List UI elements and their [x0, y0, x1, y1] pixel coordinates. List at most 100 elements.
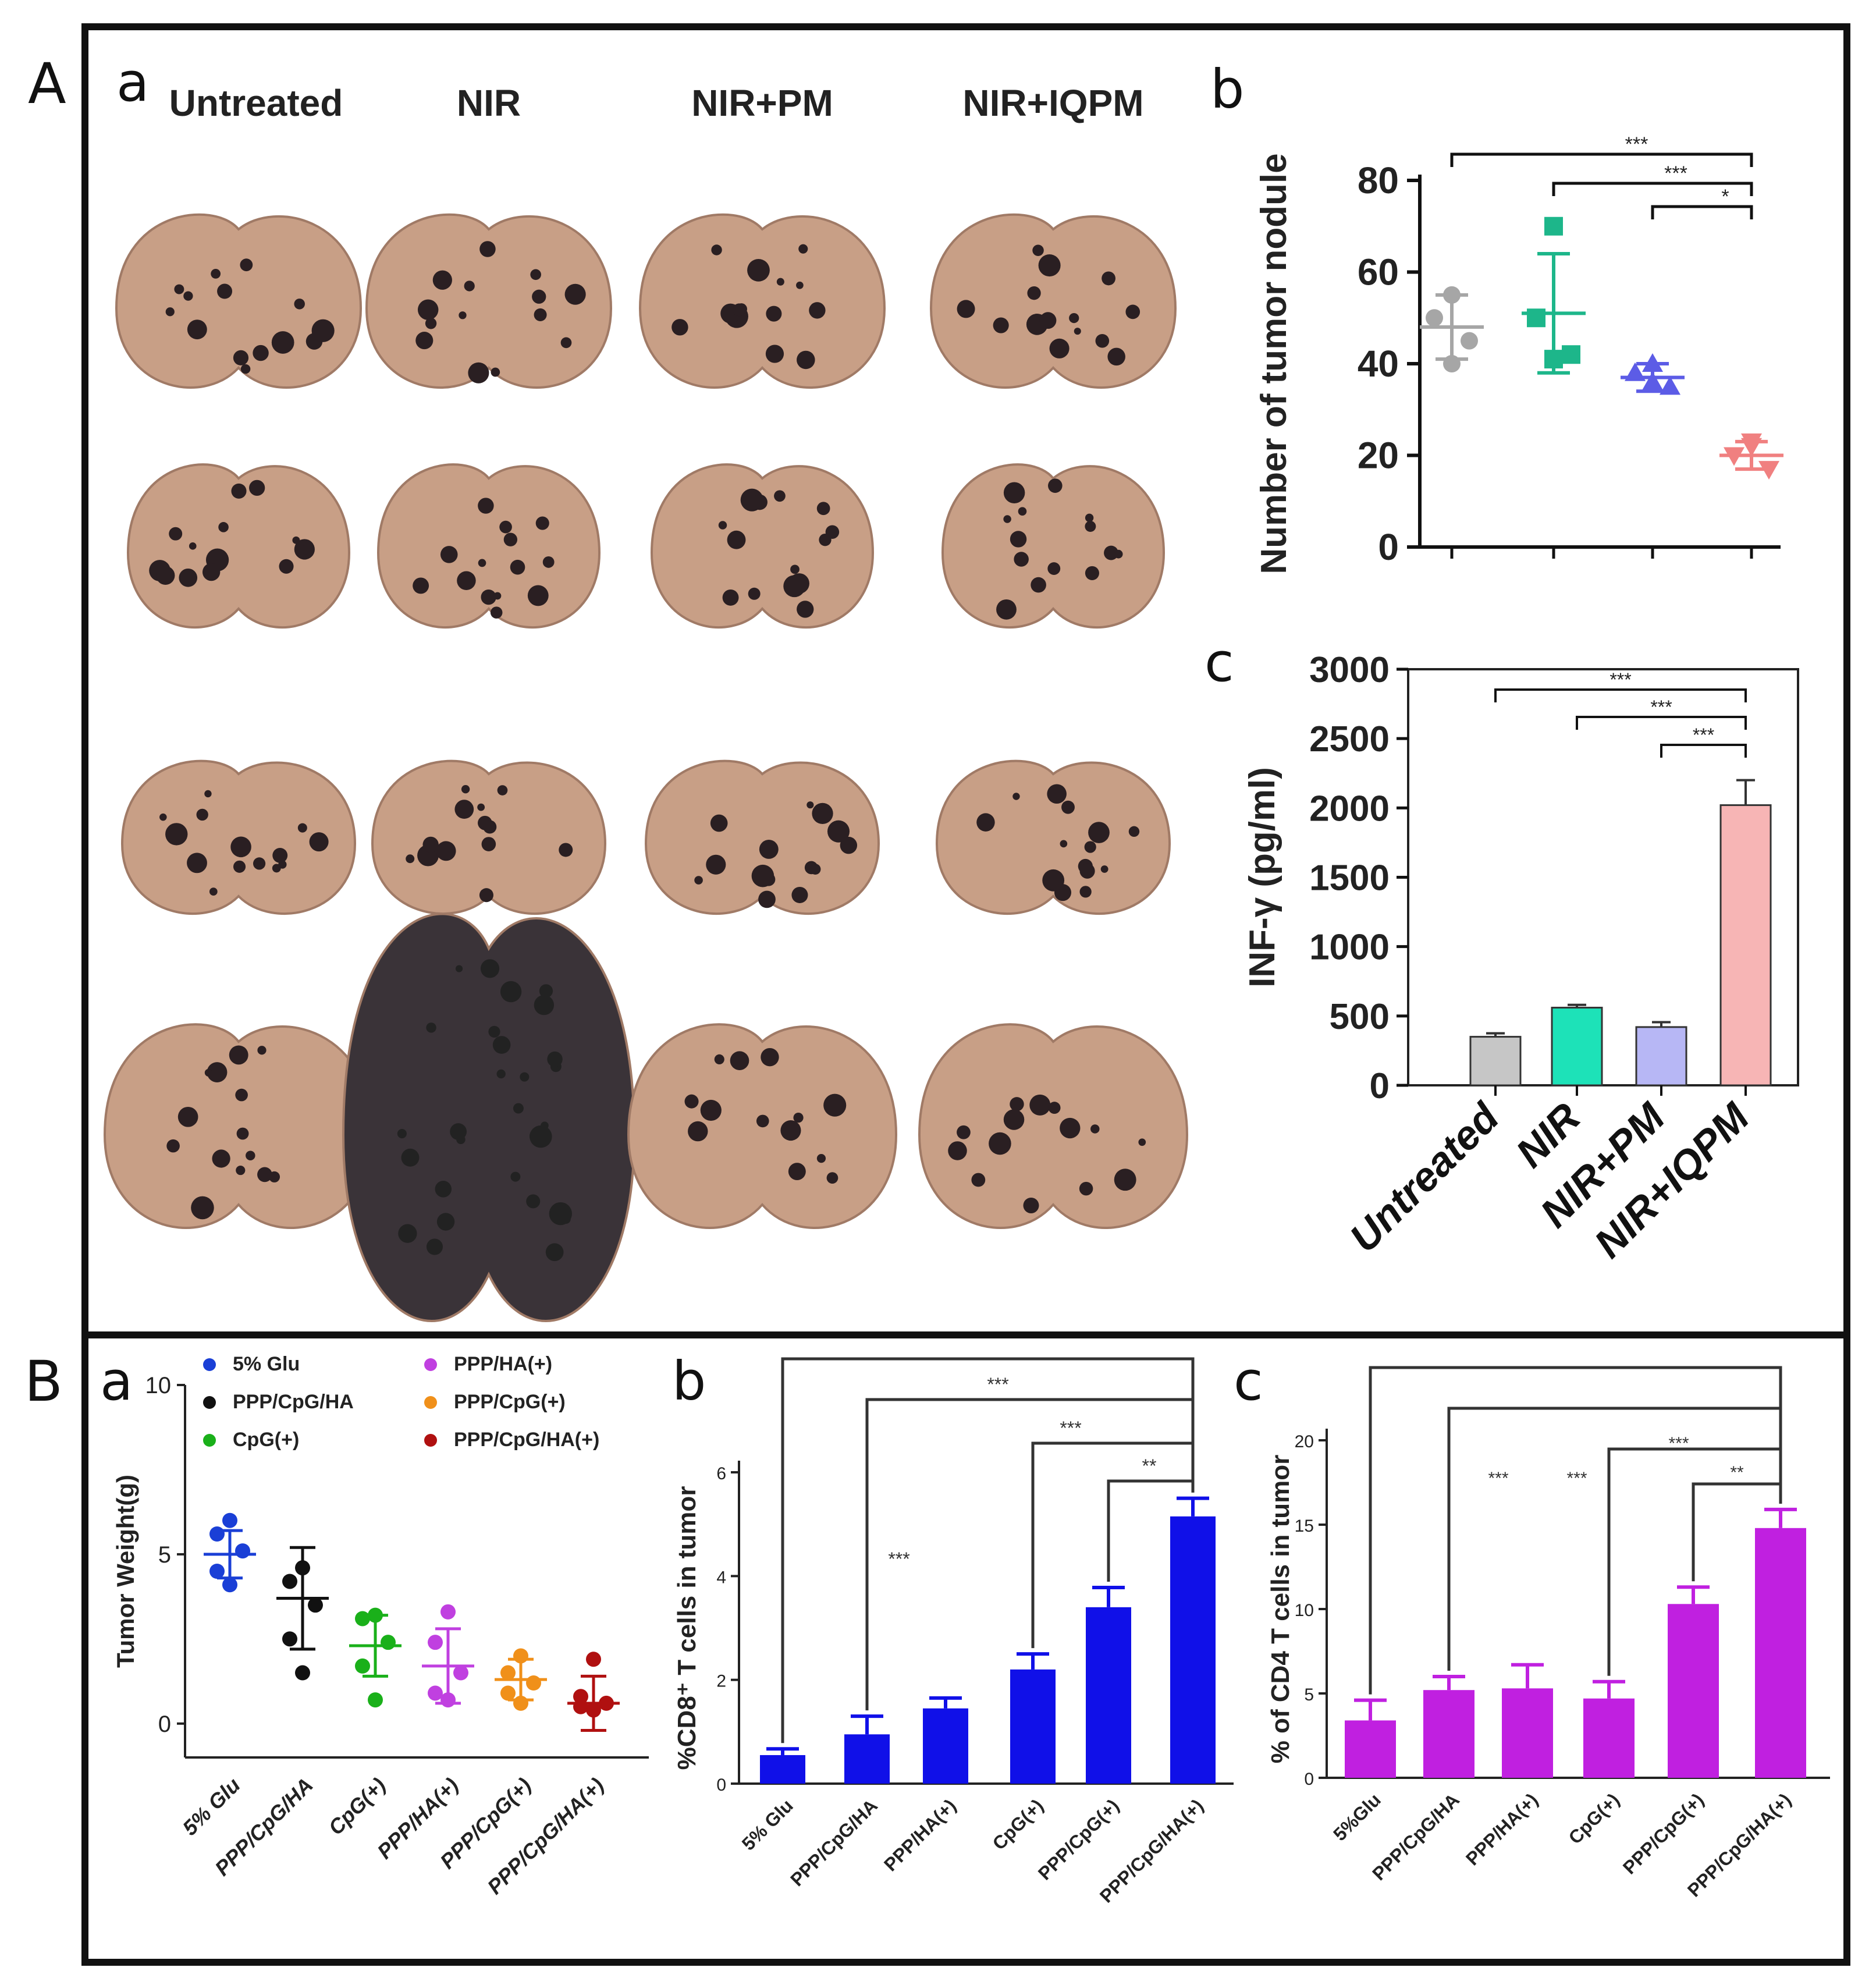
point [440, 1692, 456, 1708]
tumor-nodule [561, 1214, 571, 1224]
tumor-nodule [1069, 312, 1079, 324]
tumor-nodule [730, 1051, 749, 1070]
tumor-nodule [235, 1088, 248, 1102]
tumor-nodule [1079, 863, 1095, 879]
point [1544, 350, 1563, 369]
lung-photo-r3-c2 [371, 759, 607, 915]
tumor-nodule [301, 545, 311, 555]
tumor-nodule [156, 566, 175, 585]
legend-marker [424, 1396, 437, 1409]
tumor-nodule [253, 345, 269, 361]
lung-tissue [376, 463, 601, 628]
tumor-nodule [177, 1106, 198, 1127]
significance-bracket [1552, 182, 1753, 196]
significance-label: *** [1609, 669, 1631, 690]
lung-photo-r2-c1 [126, 463, 351, 628]
tumor-nodule [1029, 1094, 1051, 1116]
lung-tissue [650, 463, 875, 628]
bar-3 [1719, 804, 1772, 1086]
point [1544, 216, 1563, 236]
point [222, 1512, 237, 1528]
tumor-nodule [401, 1148, 420, 1167]
significance-label: *** [1488, 1469, 1508, 1488]
lung-photo-r3-c3 [644, 759, 880, 915]
tumor-nodule [479, 888, 493, 903]
point [235, 1543, 250, 1559]
tumor-nodule [826, 1172, 838, 1184]
y-tick-label: 40 [1358, 343, 1399, 385]
tumor-nodule [257, 1046, 267, 1055]
tumor-nodule [159, 813, 167, 821]
tumor-nodule [497, 785, 508, 796]
tumor-nodule [422, 836, 439, 853]
point [440, 1604, 456, 1620]
y-axis-label: % of CD4 T cells in tumor [1266, 1455, 1295, 1764]
panel-label-b: B [24, 1349, 63, 1414]
legend-label: PPP/CpG/HA [233, 1391, 354, 1413]
bar-0 [1469, 1036, 1522, 1086]
point [526, 1675, 541, 1691]
tumor-nodule [957, 1125, 971, 1139]
tumor-nodule [415, 332, 434, 350]
tumor-nodule [309, 832, 329, 852]
tumor-nodule [217, 283, 233, 299]
x-tick-label: 5%Glu [1329, 1789, 1385, 1845]
subpanel-label-bc: c [1234, 1350, 1263, 1412]
y-tick-label: 2 [716, 1672, 726, 1691]
tumor-nodule [207, 1062, 228, 1082]
panel-label-a: A [28, 51, 66, 116]
significance-bracket [1607, 1447, 1782, 1676]
point [428, 1685, 443, 1701]
tumor-nodule [559, 843, 573, 857]
bar-0 [760, 1755, 805, 1784]
y-tick-label: 5 [1304, 1685, 1314, 1704]
point [1758, 461, 1779, 480]
tumor-nodule [780, 1120, 801, 1141]
y-axis-label: Number of tumor nodule [1254, 153, 1294, 574]
tumor-nodule [748, 587, 761, 600]
point [1443, 286, 1461, 304]
tumor-nodule [440, 546, 458, 563]
tumor-nodule [688, 1121, 708, 1142]
tumor-nodule [727, 530, 746, 549]
tumor-nodule [766, 306, 782, 322]
tumor-nodule [436, 1213, 455, 1231]
tumor-nodule [751, 864, 774, 887]
tumor-nodule [189, 542, 197, 550]
bar-2 [923, 1708, 968, 1784]
y-tick-label: 5 [158, 1542, 171, 1568]
tumor-nodule [481, 837, 496, 851]
point [586, 1652, 601, 1667]
tumor-nodule [1114, 549, 1123, 559]
tumor-nodule [456, 1135, 466, 1145]
tumor-nodule [510, 1171, 521, 1182]
tumor-nodule [1114, 1169, 1136, 1191]
tumor-nodule [765, 345, 784, 363]
tumor-nodule [1095, 333, 1110, 348]
tumor-nodule [459, 311, 467, 319]
tumor-nodule [272, 864, 281, 873]
tumor-nodule [812, 802, 833, 825]
tumor-nodule [166, 1139, 180, 1153]
tumor-nodule [809, 302, 826, 319]
tumor-nodule [426, 1238, 443, 1255]
tumor-nodule [545, 1243, 564, 1262]
legend-marker [203, 1358, 216, 1371]
y-tick-label: 20 [1295, 1432, 1314, 1451]
lung-photo-r2-c3 [650, 463, 875, 628]
y-tick-label: 80 [1358, 159, 1399, 201]
subpanel-label-ba: a [100, 1350, 133, 1412]
tumor-nodule [530, 269, 541, 280]
y-tick-label: 0 [1378, 526, 1399, 568]
bar-2 [1635, 1026, 1687, 1086]
point [1461, 332, 1478, 350]
tumor-nodule [204, 1068, 213, 1077]
point [500, 1665, 516, 1681]
point [500, 1685, 516, 1701]
y-tick-label: 0 [716, 1775, 726, 1795]
y-axis-label: INF-γ (pg/ml) [1242, 767, 1282, 988]
tumor-nodule [758, 890, 776, 908]
tumor-nodule [292, 536, 300, 544]
